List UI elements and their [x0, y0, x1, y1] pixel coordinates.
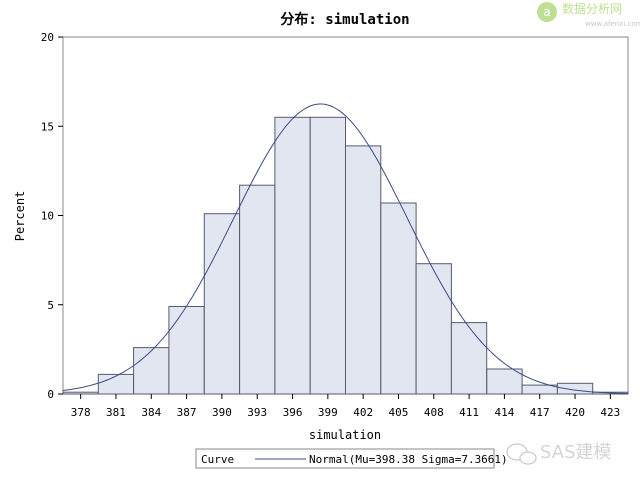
y-axis-ticks: 0 5 10 15 20 [41, 31, 63, 401]
histogram-bar-381 [97, 373, 135, 395]
y-tick-label: 20 [41, 31, 54, 44]
histogram-bar-378 [62, 391, 99, 395]
histogram-bar-399 [309, 116, 347, 395]
histogram-bar-420 [556, 382, 594, 395]
x-tick-label: 378 [71, 406, 91, 419]
histogram-bar-393 [239, 184, 276, 395]
watermark-top: a 数据分析网 www.afenxi.com [537, 1, 640, 28]
histogram-bar-384 [133, 347, 170, 395]
watermark-top-url: www.afenxi.com [585, 20, 640, 28]
normal-curve-line [62, 103, 629, 394]
legend-heading: Curve [201, 453, 234, 466]
legend-entry-label: Normal(Mu=398.38 Sigma=7.3661) [309, 453, 508, 466]
x-tick-label: 420 [565, 406, 585, 419]
x-tick-label: 411 [459, 406, 479, 419]
x-axis-ticks: 378 381 384 387 390 393 396 399 402 405 408 411 414 4… [71, 394, 620, 419]
histogram-bar-390 [203, 213, 241, 395]
x-tick-label: 417 [530, 406, 550, 419]
svg-text:a: a [543, 5, 550, 19]
x-tick-label: 423 [600, 406, 620, 419]
x-tick-label: 402 [353, 406, 373, 419]
histogram-bar-408 [415, 263, 452, 395]
bars-group [62, 116, 629, 395]
watermark-top-cn: 数据分析网 [562, 1, 622, 16]
histogram-bar-417 [521, 384, 558, 395]
x-tick-label: 381 [106, 406, 126, 419]
histogram-bar-414 [486, 368, 523, 395]
histogram-bar-405 [380, 202, 417, 395]
watermark-bottom-text: SAS建模 [540, 442, 612, 463]
legend: Curve Normal(Mu=398.38 Sigma=7.3661) [195, 448, 508, 469]
y-tick-label: 0 [47, 388, 54, 401]
x-tick-label: 384 [141, 406, 161, 419]
x-tick-label: 396 [283, 406, 303, 419]
watermark-bottom: SAS建模 [506, 442, 612, 465]
histogram-bar-396 [274, 116, 311, 395]
histogram-bar-411 [450, 322, 488, 395]
histogram-bar-402 [345, 145, 382, 395]
x-tick-label: 393 [247, 406, 267, 419]
y-tick-label: 5 [47, 299, 54, 312]
x-tick-label: 399 [318, 406, 338, 419]
histogram-bar-387 [168, 306, 205, 395]
chart-title: 分布: simulation [280, 11, 409, 28]
x-tick-label: 387 [177, 406, 197, 419]
x-tick-label: 405 [389, 406, 409, 419]
x-tick-label: 390 [212, 406, 232, 419]
legend-box [195, 448, 495, 469]
y-tick-label: 10 [41, 210, 54, 223]
y-axis-label: Percent [13, 191, 27, 242]
x-tick-label: 414 [494, 406, 514, 419]
x-tick-label: 408 [424, 406, 444, 419]
x-axis-label: simulation [309, 428, 381, 442]
afenxi-logo-icon [537, 2, 557, 22]
y-tick-label: 15 [41, 120, 54, 133]
